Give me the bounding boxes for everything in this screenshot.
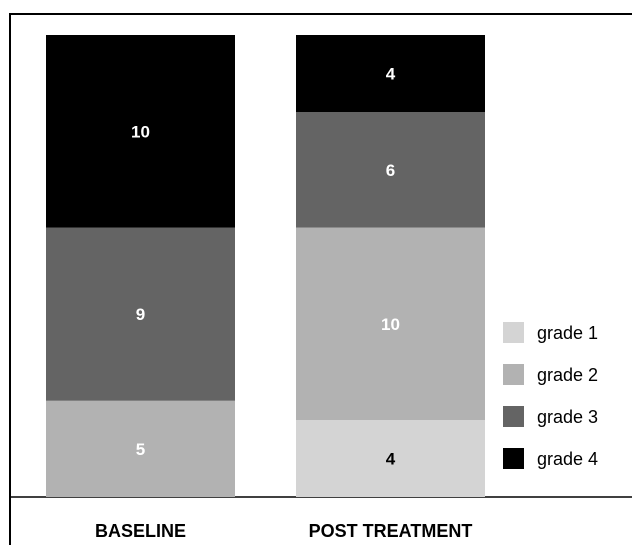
category-labels: BASELINE POST TREATMENT bbox=[95, 521, 472, 541]
legend-swatch-grade-2 bbox=[503, 364, 524, 385]
legend-swatch-grade-1 bbox=[503, 322, 524, 343]
bar-segment-baseline-grade-3 bbox=[46, 227, 235, 401]
legend: grade 1 grade 2 grade 3 grade 4 bbox=[503, 322, 598, 469]
data-label-baseline-grade-4: 10 bbox=[131, 122, 150, 141]
legend-swatch-grade-3 bbox=[503, 406, 524, 427]
bar-segment-baseline-grade-4 bbox=[46, 35, 235, 228]
bar-segment-post-treatment-grade-3 bbox=[296, 112, 485, 228]
data-label-post-treatment-grade-2: 10 bbox=[381, 315, 400, 334]
bar-segment-post-treatment-grade-1 bbox=[296, 420, 485, 497]
category-label-baseline: BASELINE bbox=[95, 521, 186, 541]
legend-label-grade-1: grade 1 bbox=[537, 323, 598, 343]
legend-swatch-grade-4 bbox=[503, 448, 524, 469]
bar-segment-post-treatment-grade-4 bbox=[296, 35, 485, 112]
legend-label-grade-3: grade 3 bbox=[537, 407, 598, 427]
bar-segment-baseline-grade-2 bbox=[46, 400, 235, 497]
bars-group: 5 9 10 4 10 6 4 bbox=[46, 35, 485, 497]
legend-label-grade-2: grade 2 bbox=[537, 365, 598, 385]
data-label-post-treatment-grade-1: 4 bbox=[386, 450, 396, 469]
legend-label-grade-4: grade 4 bbox=[537, 449, 598, 469]
data-label-post-treatment-grade-4: 4 bbox=[386, 65, 396, 84]
plot-frame bbox=[9, 13, 632, 550]
data-label-baseline-grade-2: 5 bbox=[136, 440, 145, 459]
data-label-post-treatment-grade-3: 6 bbox=[386, 161, 395, 180]
data-label-baseline-grade-3: 9 bbox=[136, 305, 145, 324]
category-label-post-treatment: POST TREATMENT bbox=[309, 521, 473, 541]
bar-segment-post-treatment-grade-2 bbox=[296, 227, 485, 420]
